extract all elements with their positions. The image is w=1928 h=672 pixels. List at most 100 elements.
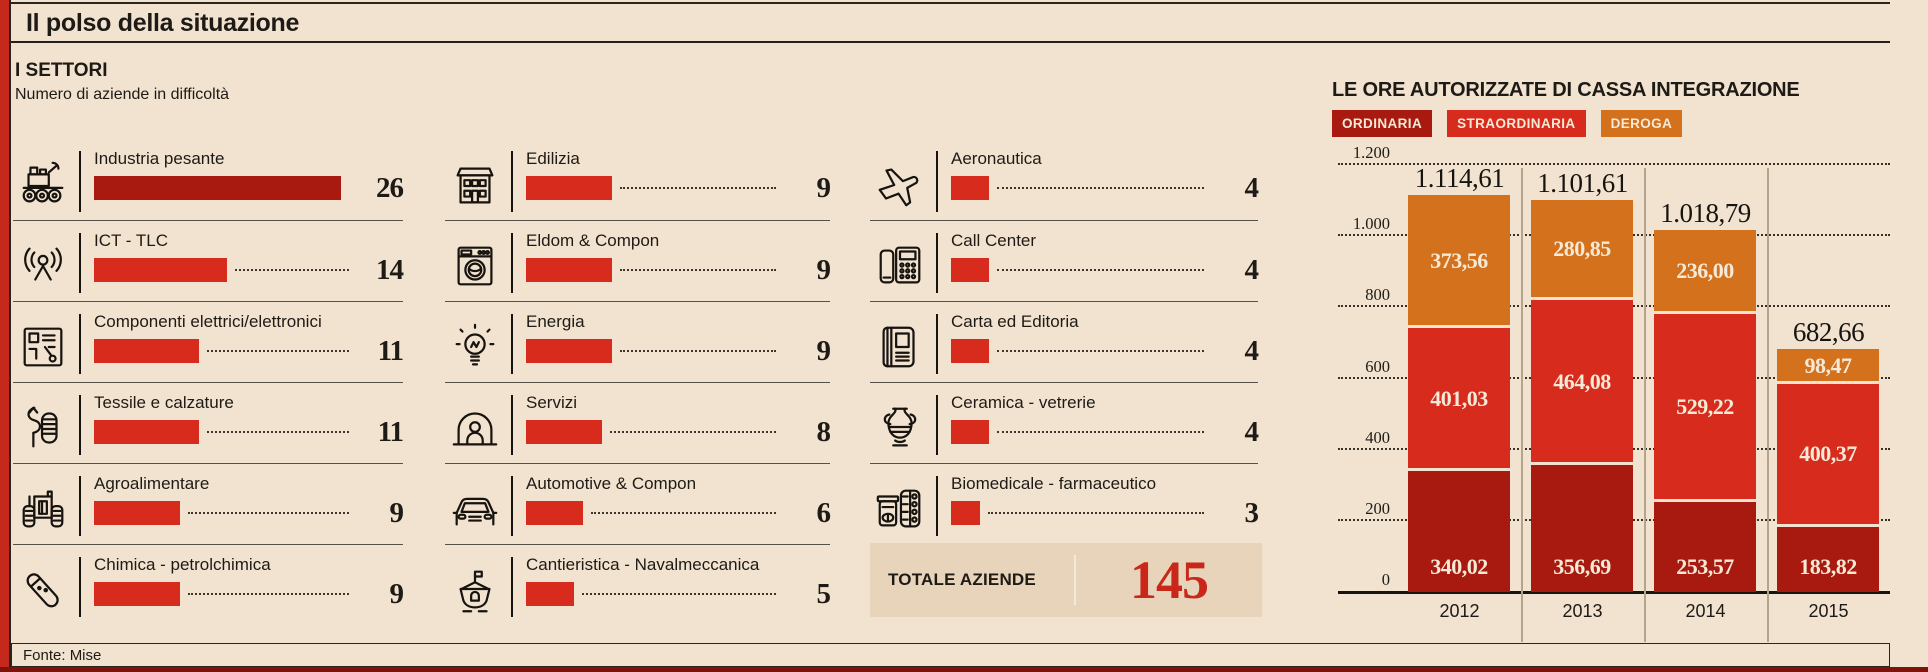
sector-value: 11 — [377, 334, 404, 367]
sector-label: Cantieristica - Navalmeccanica — [526, 555, 760, 574]
row-divider — [511, 557, 513, 617]
segment-value-label: 373,56 — [1430, 247, 1488, 273]
column-separator — [1644, 168, 1646, 642]
sector-label: Tessile e calzature — [94, 393, 234, 412]
segment-value-label: 280,85 — [1553, 236, 1611, 261]
segment-value-label: 236,00 — [1676, 257, 1734, 283]
row-divider — [79, 314, 81, 374]
sector-row: Aeronautica 4 — [870, 139, 1259, 220]
tractor-icon — [13, 474, 73, 544]
sector-row: Edilizia 9 — [445, 139, 832, 220]
left-frame-line — [9, 0, 11, 667]
sector-value: 14 — [376, 253, 404, 286]
gridline — [1338, 305, 1890, 308]
row-divider — [936, 233, 938, 293]
row-divider — [936, 476, 938, 536]
x-axis-category-label: 2012 — [1439, 601, 1480, 621]
sector-bar — [526, 501, 583, 525]
segment-value-label: 98,47 — [1804, 352, 1853, 378]
leader-line — [187, 512, 349, 514]
gridline — [1338, 234, 1890, 237]
legend-item-deroga: DEROGA — [1600, 110, 1683, 137]
leader-line — [619, 350, 776, 352]
sector-value: 9 — [389, 577, 405, 610]
row-divider — [79, 233, 81, 293]
segment-value-label: 253,57 — [1676, 554, 1734, 579]
ship-icon — [445, 555, 505, 625]
sector-label: Call Center — [951, 231, 1037, 250]
sector-bar — [94, 176, 341, 200]
sector-bar — [526, 339, 612, 363]
airplane-icon — [870, 149, 930, 220]
x-axis-line — [1338, 591, 1890, 594]
leader-line — [619, 269, 776, 271]
bar-segment-deroga — [1531, 200, 1633, 300]
sector-value: 6 — [816, 496, 832, 529]
leader-line — [997, 431, 1204, 433]
sector-row: Chimica - petrolchimica 9 — [13, 544, 405, 625]
sector-label: Agroalimentare — [94, 474, 210, 493]
sectors-column-3: Aeronautica 4 Call Center 4 Carta ed Editori… — [870, 139, 1260, 544]
building-icon — [445, 149, 505, 220]
y-axis-tick-label: 800 — [1365, 285, 1390, 305]
row-divider — [936, 151, 938, 212]
sector-label: Aeronautica — [951, 149, 1042, 168]
row-divider — [79, 557, 81, 617]
sector-bar — [951, 501, 980, 525]
sector-value: 8 — [816, 415, 832, 448]
bar-segment-ordinaria — [1654, 501, 1756, 592]
row-divider — [79, 395, 81, 455]
sector-row: Agroalimentare 9 — [13, 463, 405, 544]
bar-segment-straordinaria — [1654, 313, 1756, 502]
title-rule — [11, 41, 1890, 43]
sector-label: Edilizia — [526, 149, 580, 168]
industrial-machine-icon — [13, 149, 73, 220]
sector-row: Servizi 8 — [445, 382, 832, 463]
sector-label: Chimica - petrolchimica — [94, 555, 271, 574]
y-axis-tick-label: 400 — [1365, 427, 1390, 447]
sector-label: Industria pesante — [94, 149, 225, 168]
bar-total-label: 1.101,61 — [1537, 168, 1628, 198]
total-companies-label: TOTALE AZIENDE — [888, 570, 1036, 589]
sector-row: Biomedicale - farmaceutico 3 — [870, 463, 1259, 544]
gridline — [1338, 376, 1890, 379]
segment-value-label: 183,82 — [1799, 554, 1857, 579]
leader-line — [581, 593, 776, 595]
row-divider — [79, 151, 81, 212]
sector-bar — [526, 176, 612, 200]
bar-segment-straordinaria — [1531, 299, 1633, 465]
segment-value-label: 340,02 — [1430, 554, 1488, 579]
sector-bar — [94, 420, 199, 444]
row-divider — [511, 395, 513, 455]
sector-value: 9 — [816, 334, 832, 367]
sector-value: 4 — [1244, 334, 1260, 367]
bar-segment-ordinaria — [1531, 465, 1633, 592]
segment-value-label: 356,69 — [1553, 554, 1611, 579]
bar-segment-deroga — [1654, 229, 1756, 314]
column-separator — [1767, 168, 1769, 642]
leader-line — [187, 593, 349, 595]
page-title: Il polso della situazione — [26, 9, 300, 37]
left-accent-strip — [0, 0, 9, 667]
segment-value-label: 464,08 — [1553, 368, 1611, 394]
sector-value: 9 — [816, 171, 832, 204]
sector-bar — [951, 339, 989, 363]
leader-line — [997, 187, 1204, 189]
sector-row: Energia 9 — [445, 301, 832, 382]
sector-row: Carta ed Editoria 4 — [870, 301, 1260, 382]
sector-label: Eldom & Compon — [526, 231, 660, 250]
bar-segment-ordinaria — [1777, 526, 1879, 592]
row-divider — [79, 476, 81, 536]
x-axis-category-label: 2014 — [1685, 601, 1726, 621]
textile-spool-icon — [13, 393, 73, 463]
y-axis-tick-label: 600 — [1365, 356, 1390, 376]
sector-value: 9 — [389, 496, 405, 529]
leader-line — [610, 431, 776, 433]
sector-row: Tessile e calzature 11 — [13, 382, 404, 463]
sectors-heading: I SETTORI — [15, 60, 108, 81]
leader-line — [206, 350, 349, 352]
sector-label: Servizi — [526, 393, 578, 412]
x-axis-category-label: 2013 — [1562, 601, 1603, 621]
pills-icon — [870, 474, 930, 544]
